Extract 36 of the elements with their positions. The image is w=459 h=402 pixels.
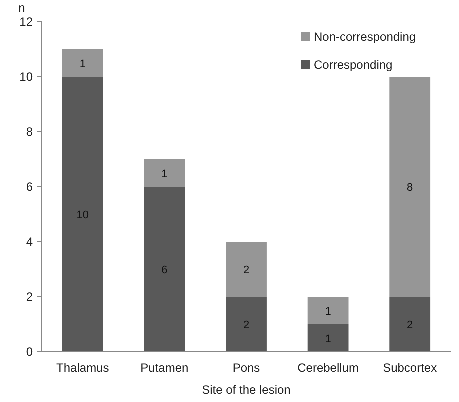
y-tick-label: 12 [20, 15, 34, 29]
data-label: 1 [162, 168, 168, 180]
bar [226, 242, 267, 297]
y-tick-label: 6 [26, 180, 34, 194]
data-label: 1 [325, 306, 332, 318]
bar [308, 297, 349, 324]
y-tick-label: 4 [26, 235, 34, 249]
data-label: 8 [407, 182, 414, 194]
x-tick-label: Putamen [140, 361, 189, 375]
x-axis-title: Site of the lesion [202, 383, 291, 397]
x-tick-label: Pons [232, 361, 260, 375]
bar [144, 187, 186, 352]
x-tick-label: Cerebellum [298, 361, 359, 375]
y-tick-label: 0 [26, 345, 34, 359]
x-tick-label: Thalamus [56, 361, 110, 375]
data-label: 1 [325, 333, 332, 346]
data-label: 2 [243, 264, 250, 276]
data-label: 1 [80, 58, 86, 70]
data-label: 2 [407, 320, 414, 332]
x-tick-label: Subcortex [383, 361, 438, 375]
bar [390, 77, 431, 297]
legend-label: Corresponding [314, 58, 393, 72]
data-label: 2 [243, 320, 250, 332]
bar [62, 50, 104, 77]
bar [226, 297, 267, 352]
y-tick-label: 10 [20, 70, 34, 84]
bar [62, 77, 104, 352]
bar [144, 160, 186, 187]
y-tick-label: 8 [26, 125, 34, 139]
bar [308, 324, 349, 352]
legend-label: Non-corresponding [314, 30, 416, 44]
data-label: 6 [162, 264, 168, 276]
bar [390, 297, 431, 352]
y-tick-label: 2 [26, 290, 34, 304]
data-label: 10 [76, 210, 90, 222]
y-axis-title: n [18, 1, 26, 15]
